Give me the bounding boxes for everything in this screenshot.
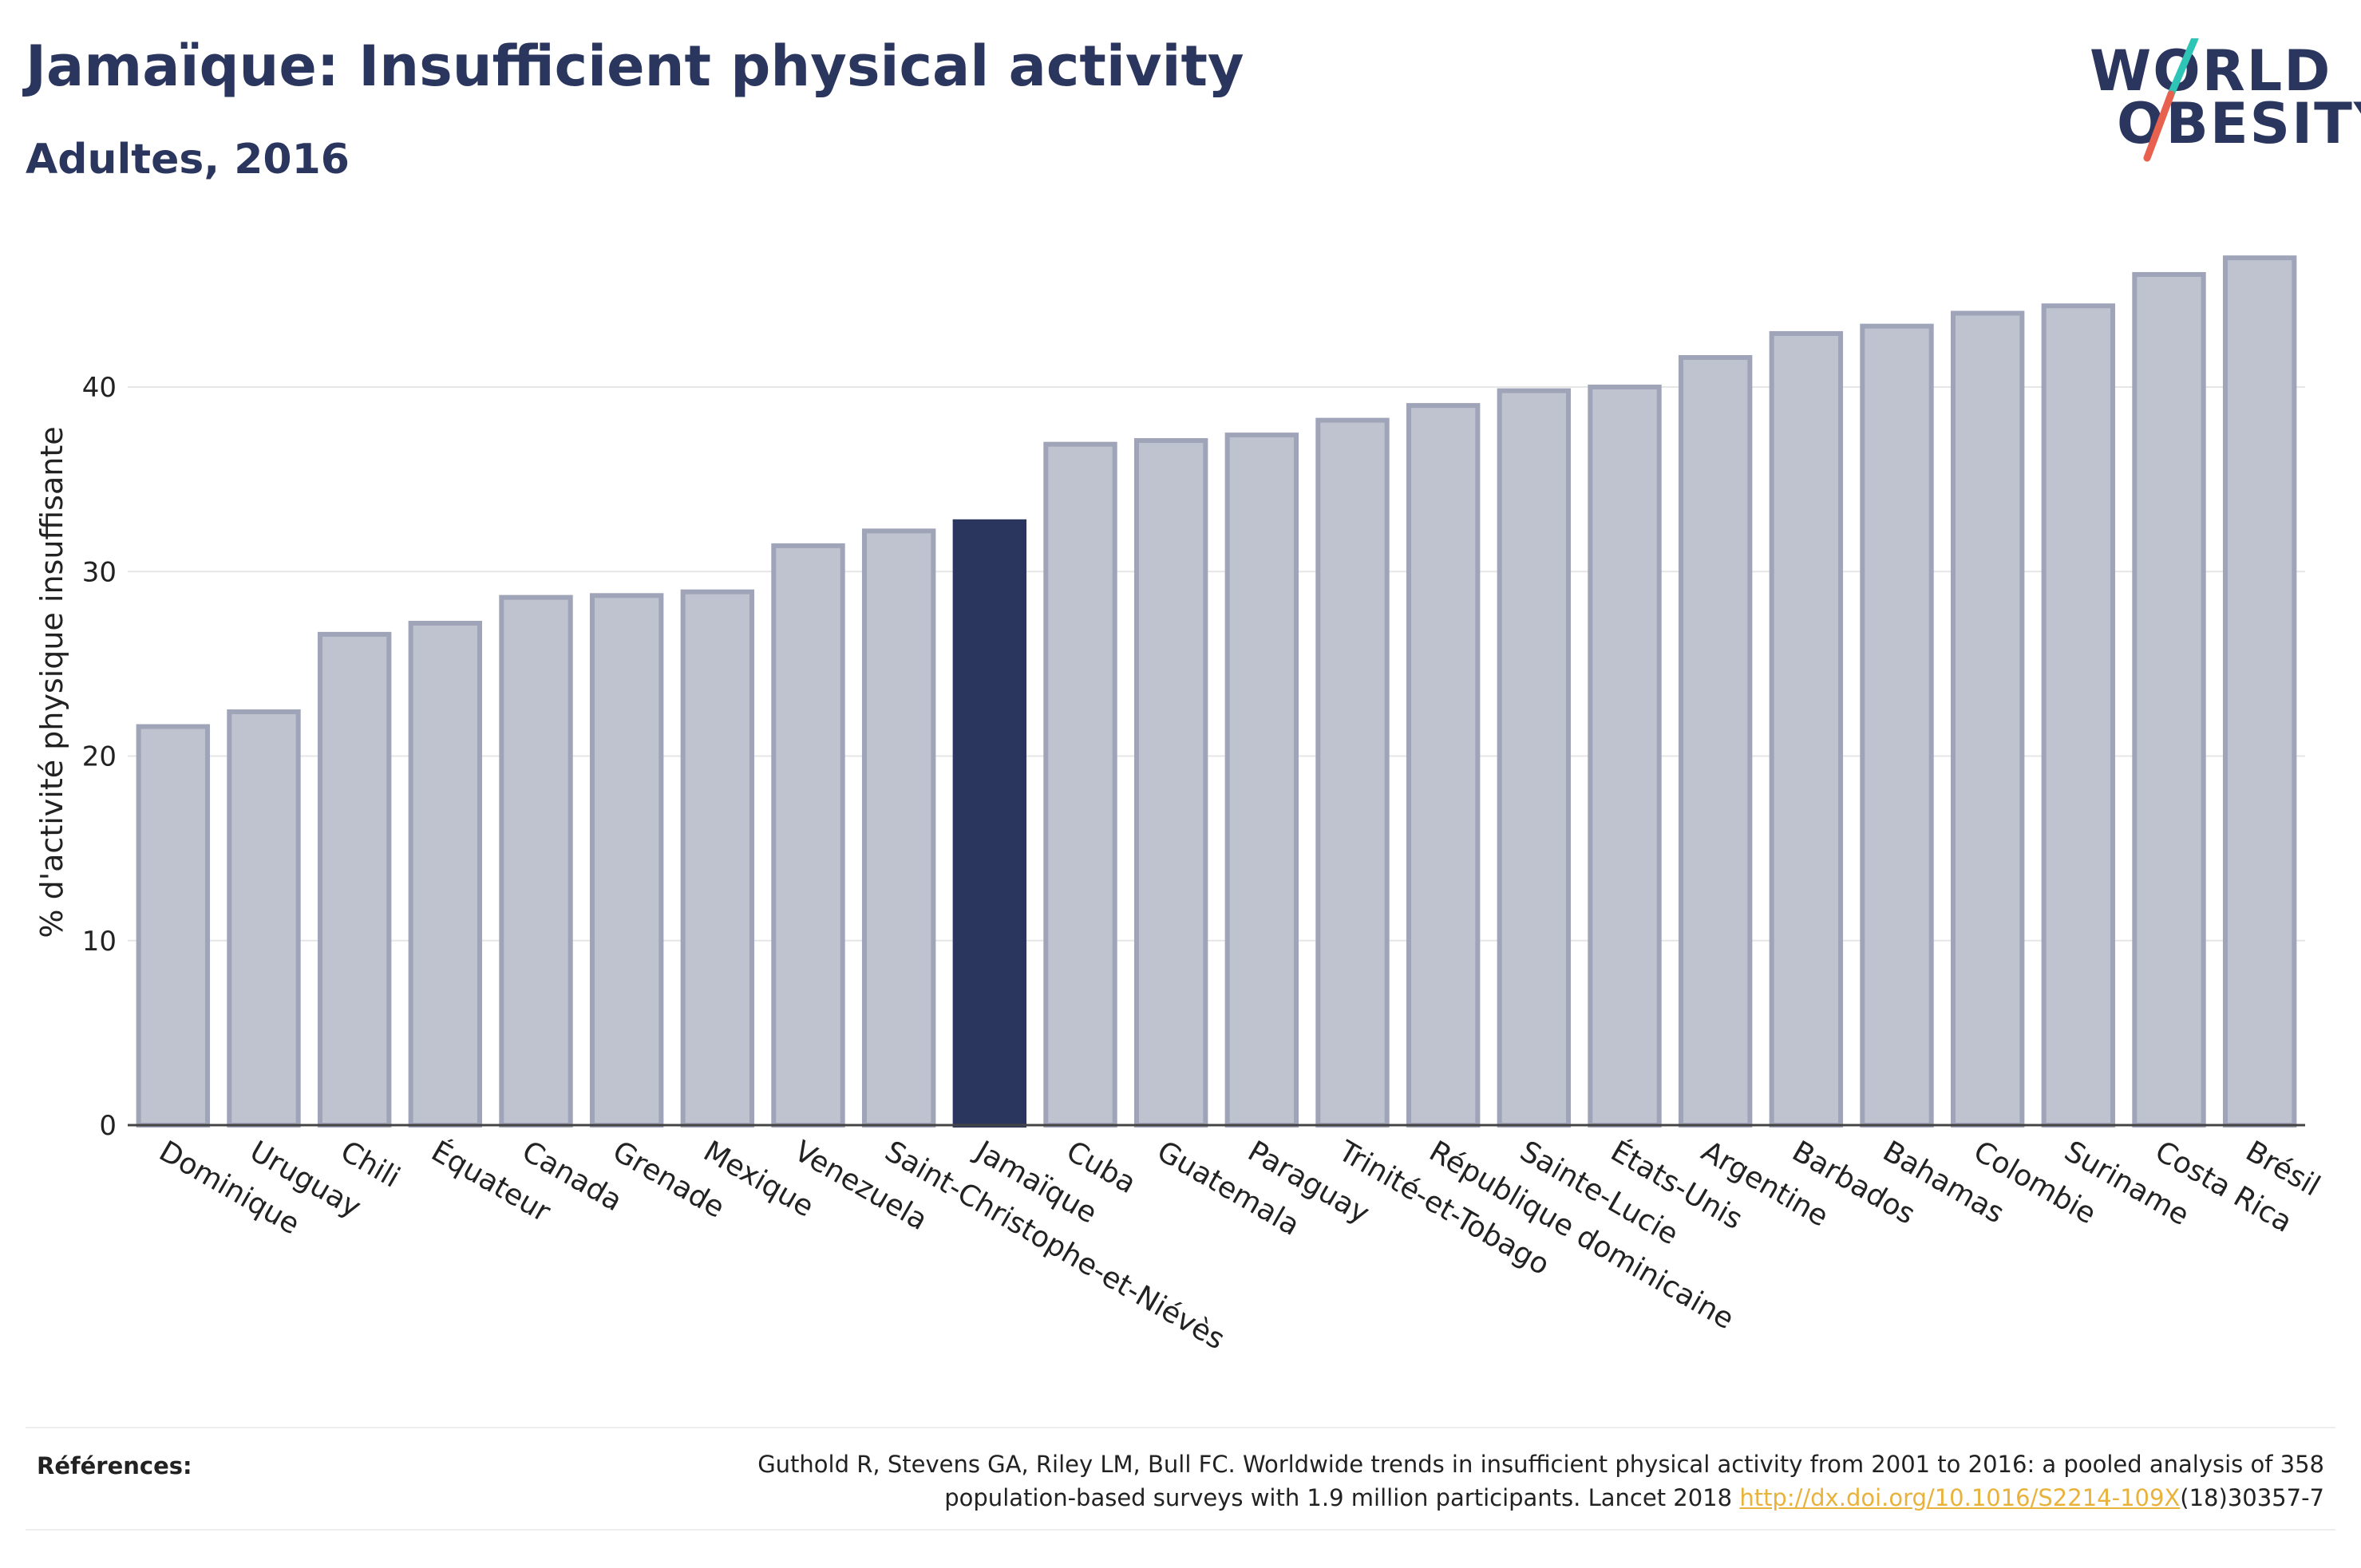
world-obesity-logo: WORLD OBESITY [2075,38,2361,174]
bars [136,255,2297,1128]
reference-line2-end: (18)30357-7 [2180,1484,2324,1511]
reference-doi-link[interactable]: http://dx.doi.org/10.1016/S2214-109X [1739,1484,2181,1511]
gridlines [128,386,2305,942]
bar-12 [1224,432,1299,1128]
y-tick-label: 20 [82,741,117,773]
bar-2 [317,631,392,1128]
bar-16 [1588,385,1662,1128]
bar-6 [680,589,755,1128]
bar-19 [1860,323,1934,1128]
bar-0 [136,724,211,1128]
references-label: Références: [37,1452,192,1479]
reference-line2: population-based surveys with 1.9 millio… [944,1484,1740,1511]
bar-13 [1315,417,1390,1128]
chart-title: Jamaïque: Insufficient physical activity [26,34,1244,99]
bar-10 [1043,441,1117,1128]
bar-1 [227,709,301,1128]
bar-22 [2132,271,2206,1128]
chart-subtitle: Adultes, 2016 [26,136,350,184]
bar-15 [1497,388,1572,1128]
logo-line1: WORLD [2090,38,2332,104]
bar-21 [2041,303,2116,1128]
y-tick-label: 10 [82,926,117,958]
references-section: Références: Guthold R, Stevens GA, Riley… [26,1427,2335,1530]
bar-18 [1769,330,1844,1128]
references-text: Guthold R, Stevens GA, Riley LM, Bull FC… [488,1448,2324,1515]
bar-23 [2222,255,2297,1128]
bar-3 [408,621,483,1128]
bar-20 [1950,310,2025,1128]
bar-9 [952,519,1027,1128]
bar-7 [771,543,845,1128]
y-tick-label: 0 [99,1110,117,1142]
y-tick-label: 40 [82,372,117,404]
y-axis-label: % d'activité physique insuffisante [34,426,69,938]
bar-8 [861,528,936,1128]
bar-11 [1133,438,1208,1128]
reference-line1: Guthold R, Stevens GA, Riley LM, Bull FC… [757,1451,2324,1478]
bar-4 [499,594,573,1128]
y-tick-label: 30 [82,556,117,588]
y-tick-labels: 0 10 20 30 40 [82,372,117,1142]
bar-5 [589,593,664,1128]
bar-14 [1406,403,1481,1128]
logo-slash-icon [2143,38,2199,162]
bar-17 [1678,355,1753,1128]
